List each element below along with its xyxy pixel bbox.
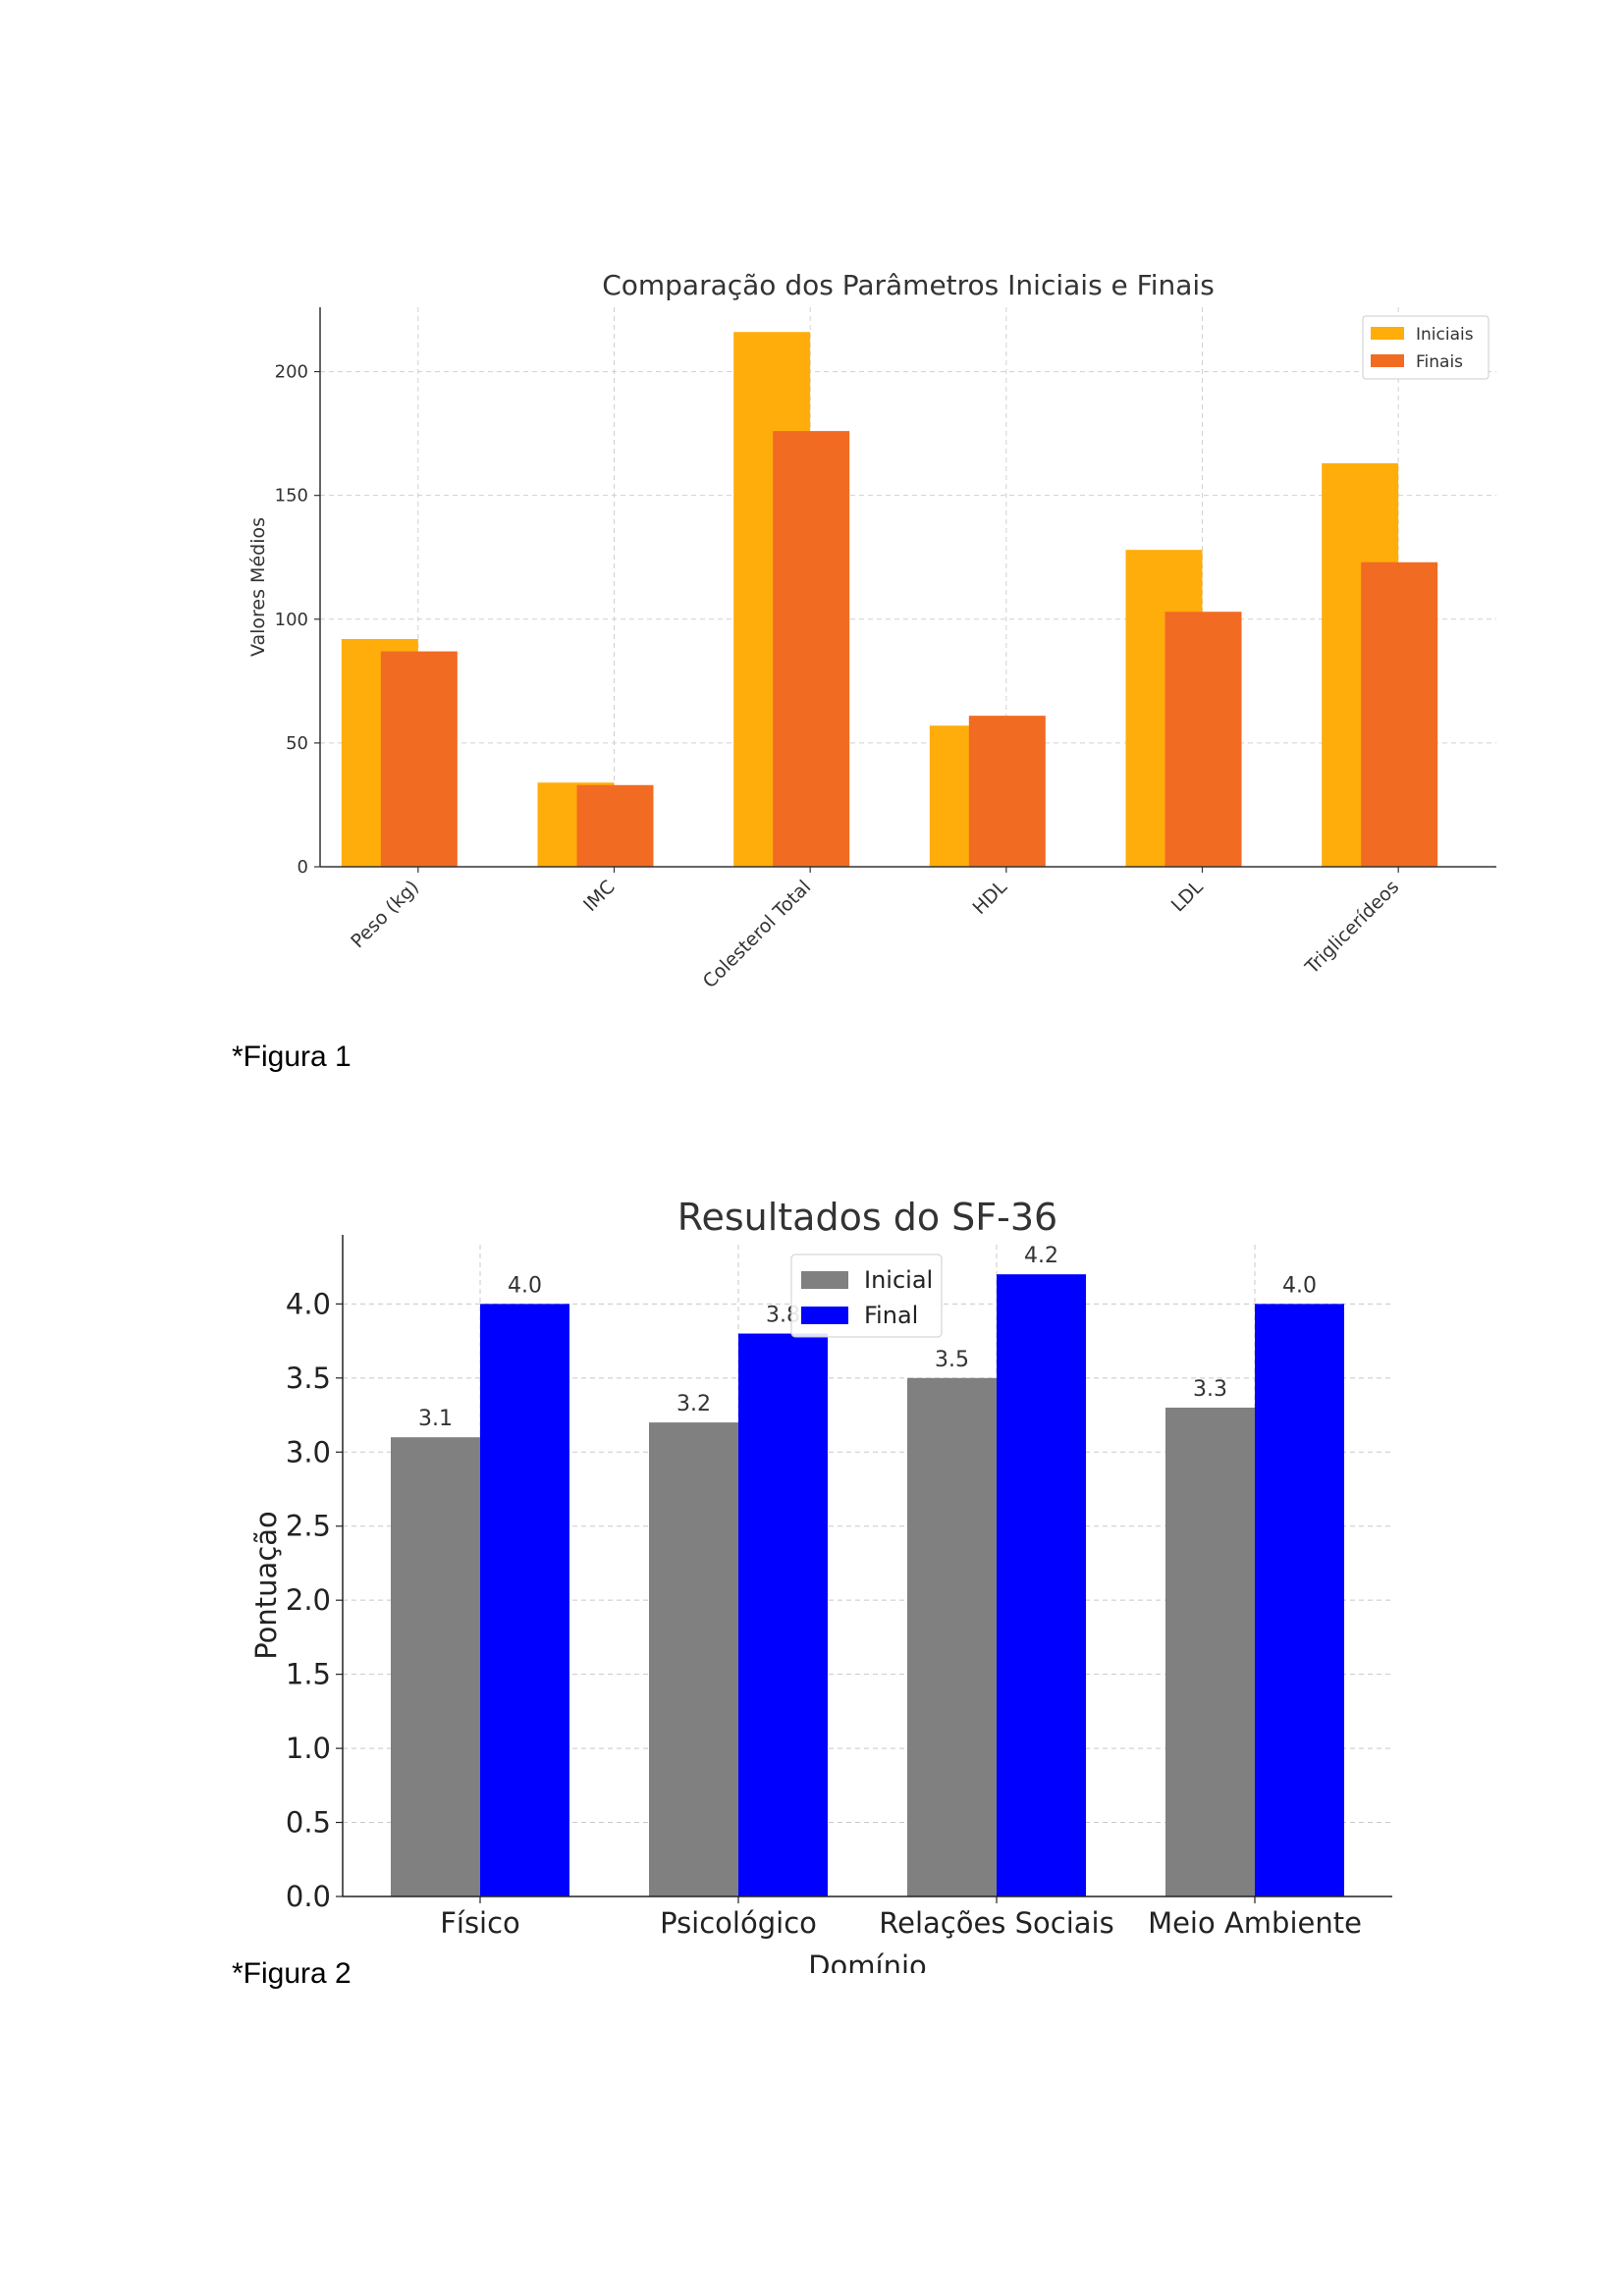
data-label: 3.3: [1193, 1377, 1227, 1402]
y-tick-label: 0: [298, 857, 308, 878]
legend-label-iniciais: Iniciais: [1416, 325, 1474, 345]
chart-title: Comparação dos Parâmetros Iniciais e Fin…: [602, 269, 1215, 301]
bar-finais-colesterol-total: [773, 431, 850, 867]
y-tick-label: 3.0: [286, 1435, 331, 1468]
y-tick-label: 1.0: [286, 1732, 331, 1765]
bar-inicial-psicologico: [649, 1422, 738, 1896]
x-tick-label: Físico: [440, 1906, 520, 1940]
legend-label-final: Final: [864, 1302, 918, 1329]
bar-finais-hdl: [968, 716, 1046, 867]
bar-inicial-relacoes-sociais: [907, 1377, 997, 1896]
y-tick-label: 150: [275, 486, 308, 507]
figure-2-caption: *Figura 2: [232, 1957, 352, 1990]
y-tick-label: 2.0: [286, 1583, 331, 1617]
legend: Inicial Final: [790, 1254, 943, 1338]
bar-final-relacoes-sociais: [997, 1274, 1086, 1896]
parameters-comparison-chart: 0 50 100 150 200 Peso (kg) IMC Colesterol Total…: [247, 269, 1496, 993]
bar-finais-triglicerideos: [1361, 561, 1438, 867]
y-tick-label: 0.0: [286, 1880, 331, 1913]
legend-swatch-iniciais: [1371, 327, 1404, 340]
legend-label-inicial: Inicial: [864, 1266, 933, 1294]
chart-title: Resultados do SF-36: [677, 1196, 1057, 1239]
data-label: 3.1: [418, 1407, 453, 1431]
x-tick-label: Triglicerídeos: [1301, 877, 1404, 980]
data-label: 4.0: [508, 1273, 542, 1298]
x-tick-label: Peso (kg): [347, 877, 423, 953]
x-tick-label: HDL: [968, 876, 1011, 919]
x-tick-label: Psicológico: [660, 1906, 817, 1940]
y-tick-label: 200: [275, 362, 308, 383]
y-tick-label: 0.5: [286, 1806, 331, 1840]
y-tick-label: 1.5: [286, 1658, 331, 1691]
x-tick-label: Relações Sociais: [879, 1906, 1113, 1940]
figure-1-caption: *Figura 1: [232, 1041, 352, 1073]
legend: Iniciais Finais: [1362, 315, 1489, 380]
x-tick-label: IMC: [579, 877, 619, 916]
bar-finais-ldl: [1164, 612, 1242, 867]
legend-swatch-inicial: [801, 1271, 848, 1289]
data-label: 3.2: [677, 1392, 711, 1416]
bar-final-fisico: [480, 1304, 569, 1896]
bar-inicial-meio-ambiente: [1165, 1408, 1255, 1896]
bar-final-meio-ambiente: [1255, 1304, 1344, 1896]
bar-inicial-fisico: [391, 1437, 480, 1896]
bar-final-psicologico: [738, 1333, 828, 1896]
y-tick-label: 100: [275, 610, 308, 630]
data-label: 4.0: [1282, 1273, 1317, 1298]
legend-label-finais: Finais: [1416, 352, 1463, 372]
sf36-results-chart: 3.14.03.23.83.54.23.34.00.00.51.01.52.02…: [249, 1196, 1392, 1973]
x-tick-label: Colesterol Total: [699, 877, 816, 993]
y-tick-label: 3.5: [286, 1362, 331, 1395]
bar-finais-imc: [576, 784, 654, 867]
x-tick-label: LDL: [1167, 876, 1208, 916]
x-axis-label: Domínio: [808, 1949, 927, 1973]
bar-finais-peso-kg: [380, 651, 458, 867]
data-label: 3.5: [935, 1348, 969, 1372]
data-label: 4.2: [1024, 1244, 1058, 1268]
y-axis-label: Valores Médios: [247, 517, 269, 657]
y-tick-label: 50: [286, 733, 308, 754]
y-tick-label: 4.0: [286, 1287, 331, 1320]
legend-swatch-finais: [1371, 354, 1404, 367]
x-tick-label: Meio Ambiente: [1148, 1906, 1362, 1940]
y-tick-label: 2.5: [286, 1510, 331, 1543]
legend-swatch-final: [801, 1307, 848, 1324]
y-axis-label: Pontuação: [249, 1511, 283, 1660]
